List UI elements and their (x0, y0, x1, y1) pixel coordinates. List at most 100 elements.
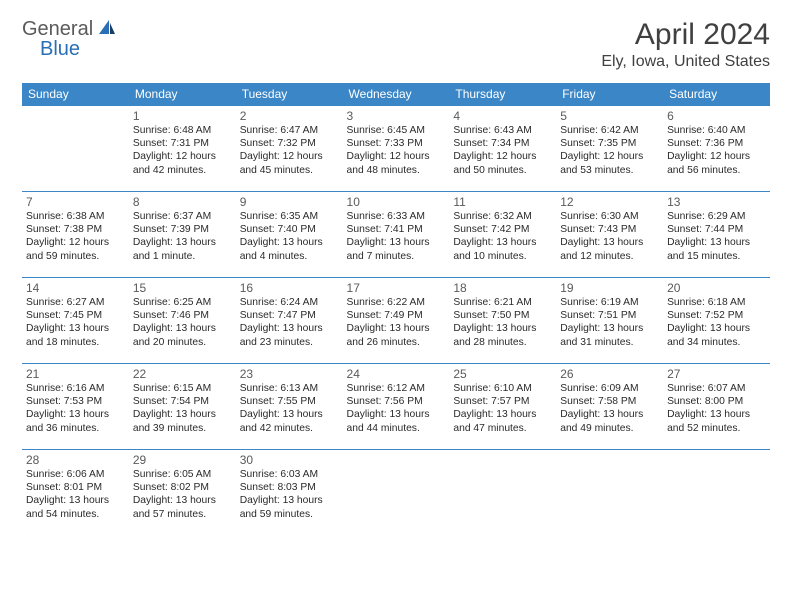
day-d1: Daylight: 12 hours (347, 150, 446, 163)
day-ss: Sunset: 7:40 PM (240, 223, 339, 236)
day-info: Sunrise: 6:21 AMSunset: 7:50 PMDaylight:… (453, 296, 552, 349)
day-ss: Sunset: 7:49 PM (347, 309, 446, 322)
day-d1: Daylight: 12 hours (26, 236, 125, 249)
day-info: Sunrise: 6:19 AMSunset: 7:51 PMDaylight:… (560, 296, 659, 349)
day-d1: Daylight: 13 hours (667, 236, 766, 249)
day-number: 3 (347, 109, 446, 123)
day-d1: Daylight: 13 hours (133, 408, 232, 421)
day-cell: 10Sunrise: 6:33 AMSunset: 7:41 PMDayligh… (343, 192, 450, 278)
day-sr: Sunrise: 6:06 AM (26, 468, 125, 481)
day-d1: Daylight: 13 hours (133, 322, 232, 335)
day-cell: 30Sunrise: 6:03 AMSunset: 8:03 PMDayligh… (236, 450, 343, 536)
day-cell: 13Sunrise: 6:29 AMSunset: 7:44 PMDayligh… (663, 192, 770, 278)
day-info: Sunrise: 6:07 AMSunset: 8:00 PMDaylight:… (667, 382, 766, 435)
day-number: 23 (240, 367, 339, 381)
day-d1: Daylight: 13 hours (240, 408, 339, 421)
day-number: 28 (26, 453, 125, 467)
day-ss: Sunset: 7:50 PM (453, 309, 552, 322)
day-sr: Sunrise: 6:40 AM (667, 124, 766, 137)
day-d1: Daylight: 13 hours (453, 236, 552, 249)
day-ss: Sunset: 7:57 PM (453, 395, 552, 408)
day-sr: Sunrise: 6:47 AM (240, 124, 339, 137)
day-info: Sunrise: 6:45 AMSunset: 7:33 PMDaylight:… (347, 124, 446, 177)
day-info: Sunrise: 6:30 AMSunset: 7:43 PMDaylight:… (560, 210, 659, 263)
day-ss: Sunset: 8:03 PM (240, 481, 339, 494)
day-d1: Daylight: 13 hours (347, 236, 446, 249)
day-d1: Daylight: 12 hours (240, 150, 339, 163)
day-d1: Daylight: 13 hours (560, 408, 659, 421)
day-number: 12 (560, 195, 659, 209)
day-cell: 7Sunrise: 6:38 AMSunset: 7:38 PMDaylight… (22, 192, 129, 278)
day-d2: and 59 minutes. (26, 250, 125, 263)
day-sr: Sunrise: 6:35 AM (240, 210, 339, 223)
day-info: Sunrise: 6:10 AMSunset: 7:57 PMDaylight:… (453, 382, 552, 435)
dow-tuesday: Tuesday (236, 83, 343, 106)
day-d1: Daylight: 13 hours (453, 322, 552, 335)
day-number: 8 (133, 195, 232, 209)
day-sr: Sunrise: 6:07 AM (667, 382, 766, 395)
day-ss: Sunset: 7:36 PM (667, 137, 766, 150)
day-d1: Daylight: 13 hours (240, 236, 339, 249)
dow-monday: Monday (129, 83, 236, 106)
day-d2: and 53 minutes. (560, 164, 659, 177)
day-d2: and 36 minutes. (26, 422, 125, 435)
day-cell: 19Sunrise: 6:19 AMSunset: 7:51 PMDayligh… (556, 278, 663, 364)
day-sr: Sunrise: 6:37 AM (133, 210, 232, 223)
day-info: Sunrise: 6:40 AMSunset: 7:36 PMDaylight:… (667, 124, 766, 177)
day-number: 21 (26, 367, 125, 381)
day-sr: Sunrise: 6:25 AM (133, 296, 232, 309)
day-d2: and 4 minutes. (240, 250, 339, 263)
day-number: 2 (240, 109, 339, 123)
day-number: 22 (133, 367, 232, 381)
day-d1: Daylight: 13 hours (133, 494, 232, 507)
day-number: 5 (560, 109, 659, 123)
week-row: 7Sunrise: 6:38 AMSunset: 7:38 PMDaylight… (22, 192, 770, 278)
day-info: Sunrise: 6:42 AMSunset: 7:35 PMDaylight:… (560, 124, 659, 177)
day-d2: and 18 minutes. (26, 336, 125, 349)
day-ss: Sunset: 7:39 PM (133, 223, 232, 236)
day-cell: 27Sunrise: 6:07 AMSunset: 8:00 PMDayligh… (663, 364, 770, 450)
day-cell: 2Sunrise: 6:47 AMSunset: 7:32 PMDaylight… (236, 106, 343, 192)
day-info: Sunrise: 6:18 AMSunset: 7:52 PMDaylight:… (667, 296, 766, 349)
day-sr: Sunrise: 6:05 AM (133, 468, 232, 481)
title-block: April 2024 Ely, Iowa, United States (601, 18, 770, 71)
day-number: 24 (347, 367, 446, 381)
day-ss: Sunset: 7:31 PM (133, 137, 232, 150)
day-cell: 21Sunrise: 6:16 AMSunset: 7:53 PMDayligh… (22, 364, 129, 450)
day-d2: and 45 minutes. (240, 164, 339, 177)
day-cell: 23Sunrise: 6:13 AMSunset: 7:55 PMDayligh… (236, 364, 343, 450)
day-ss: Sunset: 7:52 PM (667, 309, 766, 322)
day-number: 16 (240, 281, 339, 295)
day-ss: Sunset: 8:02 PM (133, 481, 232, 494)
sail-icon (97, 18, 117, 41)
day-ss: Sunset: 7:32 PM (240, 137, 339, 150)
day-cell: 20Sunrise: 6:18 AMSunset: 7:52 PMDayligh… (663, 278, 770, 364)
day-sr: Sunrise: 6:38 AM (26, 210, 125, 223)
day-number: 11 (453, 195, 552, 209)
header: General April 2024 Ely, Iowa, United Sta… (22, 18, 770, 71)
day-info: Sunrise: 6:29 AMSunset: 7:44 PMDaylight:… (667, 210, 766, 263)
day-d2: and 15 minutes. (667, 250, 766, 263)
page: General April 2024 Ely, Iowa, United Sta… (0, 0, 792, 536)
month-title: April 2024 (601, 18, 770, 51)
day-number: 26 (560, 367, 659, 381)
day-sr: Sunrise: 6:10 AM (453, 382, 552, 395)
day-ss: Sunset: 7:43 PM (560, 223, 659, 236)
day-number: 4 (453, 109, 552, 123)
day-ss: Sunset: 7:54 PM (133, 395, 232, 408)
day-cell: 18Sunrise: 6:21 AMSunset: 7:50 PMDayligh… (449, 278, 556, 364)
day-d2: and 34 minutes. (667, 336, 766, 349)
day-ss: Sunset: 7:34 PM (453, 137, 552, 150)
dow-sunday: Sunday (22, 83, 129, 106)
day-sr: Sunrise: 6:29 AM (667, 210, 766, 223)
day-info: Sunrise: 6:32 AMSunset: 7:42 PMDaylight:… (453, 210, 552, 263)
day-d2: and 54 minutes. (26, 508, 125, 521)
location: Ely, Iowa, United States (601, 53, 770, 71)
day-number: 18 (453, 281, 552, 295)
day-cell: 6Sunrise: 6:40 AMSunset: 7:36 PMDaylight… (663, 106, 770, 192)
calendar-body: 1Sunrise: 6:48 AMSunset: 7:31 PMDaylight… (22, 106, 770, 536)
day-d1: Daylight: 13 hours (240, 494, 339, 507)
day-ss: Sunset: 7:33 PM (347, 137, 446, 150)
day-cell: 14Sunrise: 6:27 AMSunset: 7:45 PMDayligh… (22, 278, 129, 364)
day-info: Sunrise: 6:15 AMSunset: 7:54 PMDaylight:… (133, 382, 232, 435)
